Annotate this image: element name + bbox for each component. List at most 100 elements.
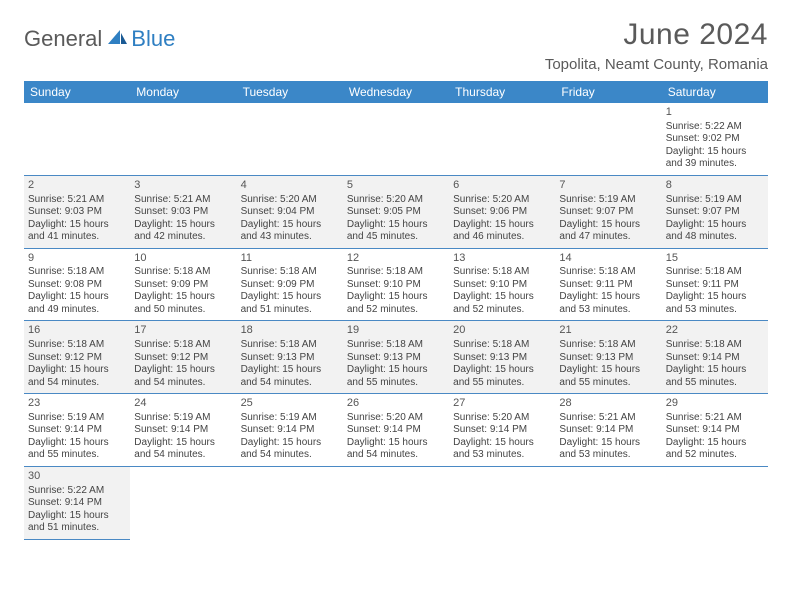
daylight-text: Daylight: 15 hours (453, 219, 551, 232)
calendar-cell: 18Sunrise: 5:18 AMSunset: 9:13 PMDayligh… (237, 321, 343, 394)
sunset-text: Sunset: 9:13 PM (347, 352, 445, 365)
calendar-cell: 2Sunrise: 5:21 AMSunset: 9:03 PMDaylight… (24, 176, 130, 249)
calendar-cell: 24Sunrise: 5:19 AMSunset: 9:14 PMDayligh… (130, 394, 236, 467)
sunset-text: Sunset: 9:03 PM (134, 206, 232, 219)
sunrise-text: Sunrise: 5:18 AM (347, 339, 445, 352)
calendar-cell: 19Sunrise: 5:18 AMSunset: 9:13 PMDayligh… (343, 321, 449, 394)
day-number: 10 (134, 252, 232, 266)
daylight-text: and 46 minutes. (453, 231, 551, 244)
sunset-text: Sunset: 9:14 PM (347, 424, 445, 437)
sunrise-text: Sunrise: 5:18 AM (666, 339, 764, 352)
sunset-text: Sunset: 9:11 PM (666, 279, 764, 292)
sunrise-text: Sunrise: 5:20 AM (453, 412, 551, 425)
day-number: 9 (28, 252, 126, 266)
sunset-text: Sunset: 9:14 PM (666, 352, 764, 365)
sail-icon (105, 27, 129, 52)
sunset-text: Sunset: 9:11 PM (559, 279, 657, 292)
day-number: 5 (347, 179, 445, 193)
daylight-text: and 51 minutes. (28, 522, 126, 535)
calendar-cell: 23Sunrise: 5:19 AMSunset: 9:14 PMDayligh… (24, 394, 130, 467)
day-number: 2 (28, 179, 126, 193)
sunrise-text: Sunrise: 5:18 AM (347, 266, 445, 279)
calendar-cell: 30Sunrise: 5:22 AMSunset: 9:14 PMDayligh… (24, 467, 130, 540)
calendar-cell: 26Sunrise: 5:20 AMSunset: 9:14 PMDayligh… (343, 394, 449, 467)
sunrise-text: Sunrise: 5:18 AM (453, 266, 551, 279)
daylight-text: Daylight: 15 hours (559, 364, 657, 377)
sunrise-text: Sunrise: 5:21 AM (666, 412, 764, 425)
title-block: June 2024 Topolita, Neamt County, Romani… (545, 18, 768, 73)
daylight-text: and 54 minutes. (241, 449, 339, 462)
header: General Blue June 2024 Topolita, Neamt C… (24, 18, 768, 73)
daylight-text: and 55 minutes. (559, 377, 657, 390)
daylight-text: and 53 minutes. (666, 304, 764, 317)
calendar-cell: 14Sunrise: 5:18 AMSunset: 9:11 PMDayligh… (555, 249, 661, 322)
day-number: 12 (347, 252, 445, 266)
daylight-text: and 54 minutes. (134, 377, 232, 390)
daylight-text: and 53 minutes. (453, 449, 551, 462)
sunset-text: Sunset: 9:03 PM (28, 206, 126, 219)
daylight-text: and 49 minutes. (28, 304, 126, 317)
sunset-text: Sunset: 9:14 PM (241, 424, 339, 437)
sunset-text: Sunset: 9:12 PM (28, 352, 126, 365)
calendar-cell-empty (449, 103, 555, 176)
weekday-header: Friday (555, 81, 661, 103)
calendar-cell: 6Sunrise: 5:20 AMSunset: 9:06 PMDaylight… (449, 176, 555, 249)
day-number: 4 (241, 179, 339, 193)
daylight-text: Daylight: 15 hours (666, 291, 764, 304)
daylight-text: Daylight: 15 hours (347, 364, 445, 377)
weekday-header: Saturday (662, 81, 768, 103)
logo: General Blue (24, 26, 175, 52)
daylight-text: Daylight: 15 hours (241, 291, 339, 304)
day-number: 21 (559, 324, 657, 338)
daylight-text: Daylight: 15 hours (666, 437, 764, 450)
sunrise-text: Sunrise: 5:18 AM (28, 266, 126, 279)
calendar-cell: 20Sunrise: 5:18 AMSunset: 9:13 PMDayligh… (449, 321, 555, 394)
calendar-cell: 25Sunrise: 5:19 AMSunset: 9:14 PMDayligh… (237, 394, 343, 467)
daylight-text: Daylight: 15 hours (241, 364, 339, 377)
daylight-text: Daylight: 15 hours (134, 364, 232, 377)
day-number: 29 (666, 397, 764, 411)
calendar-cell-empty (449, 467, 555, 540)
calendar-cell-empty (555, 467, 661, 540)
daylight-text: Daylight: 15 hours (666, 146, 764, 159)
sunrise-text: Sunrise: 5:18 AM (666, 266, 764, 279)
sunrise-text: Sunrise: 5:19 AM (559, 194, 657, 207)
day-number: 20 (453, 324, 551, 338)
day-number: 26 (347, 397, 445, 411)
page-title: June 2024 (545, 18, 768, 52)
sunrise-text: Sunrise: 5:20 AM (453, 194, 551, 207)
day-number: 7 (559, 179, 657, 193)
daylight-text: Daylight: 15 hours (28, 364, 126, 377)
sunset-text: Sunset: 9:06 PM (453, 206, 551, 219)
daylight-text: Daylight: 15 hours (347, 437, 445, 450)
calendar-cell-empty (555, 103, 661, 176)
sunset-text: Sunset: 9:14 PM (134, 424, 232, 437)
logo-text-general: General (24, 26, 102, 52)
daylight-text: Daylight: 15 hours (347, 219, 445, 232)
daylight-text: Daylight: 15 hours (347, 291, 445, 304)
weekday-header: Wednesday (343, 81, 449, 103)
daylight-text: Daylight: 15 hours (134, 291, 232, 304)
weekday-header: Tuesday (237, 81, 343, 103)
calendar-cell: 29Sunrise: 5:21 AMSunset: 9:14 PMDayligh… (662, 394, 768, 467)
day-number: 27 (453, 397, 551, 411)
calendar-cell-empty (237, 467, 343, 540)
daylight-text: and 52 minutes. (347, 304, 445, 317)
sunrise-text: Sunrise: 5:19 AM (241, 412, 339, 425)
daylight-text: and 52 minutes. (453, 304, 551, 317)
daylight-text: Daylight: 15 hours (28, 219, 126, 232)
calendar-cell: 10Sunrise: 5:18 AMSunset: 9:09 PMDayligh… (130, 249, 236, 322)
day-number: 28 (559, 397, 657, 411)
calendar-cell: 16Sunrise: 5:18 AMSunset: 9:12 PMDayligh… (24, 321, 130, 394)
daylight-text: and 43 minutes. (241, 231, 339, 244)
calendar-cell-empty (343, 467, 449, 540)
weekday-header: Sunday (24, 81, 130, 103)
day-number: 15 (666, 252, 764, 266)
sunrise-text: Sunrise: 5:18 AM (134, 266, 232, 279)
daylight-text: Daylight: 15 hours (453, 437, 551, 450)
daylight-text: Daylight: 15 hours (241, 437, 339, 450)
calendar-header-row: SundayMondayTuesdayWednesdayThursdayFrid… (24, 81, 768, 103)
daylight-text: and 47 minutes. (559, 231, 657, 244)
sunrise-text: Sunrise: 5:19 AM (134, 412, 232, 425)
sunrise-text: Sunrise: 5:20 AM (347, 194, 445, 207)
